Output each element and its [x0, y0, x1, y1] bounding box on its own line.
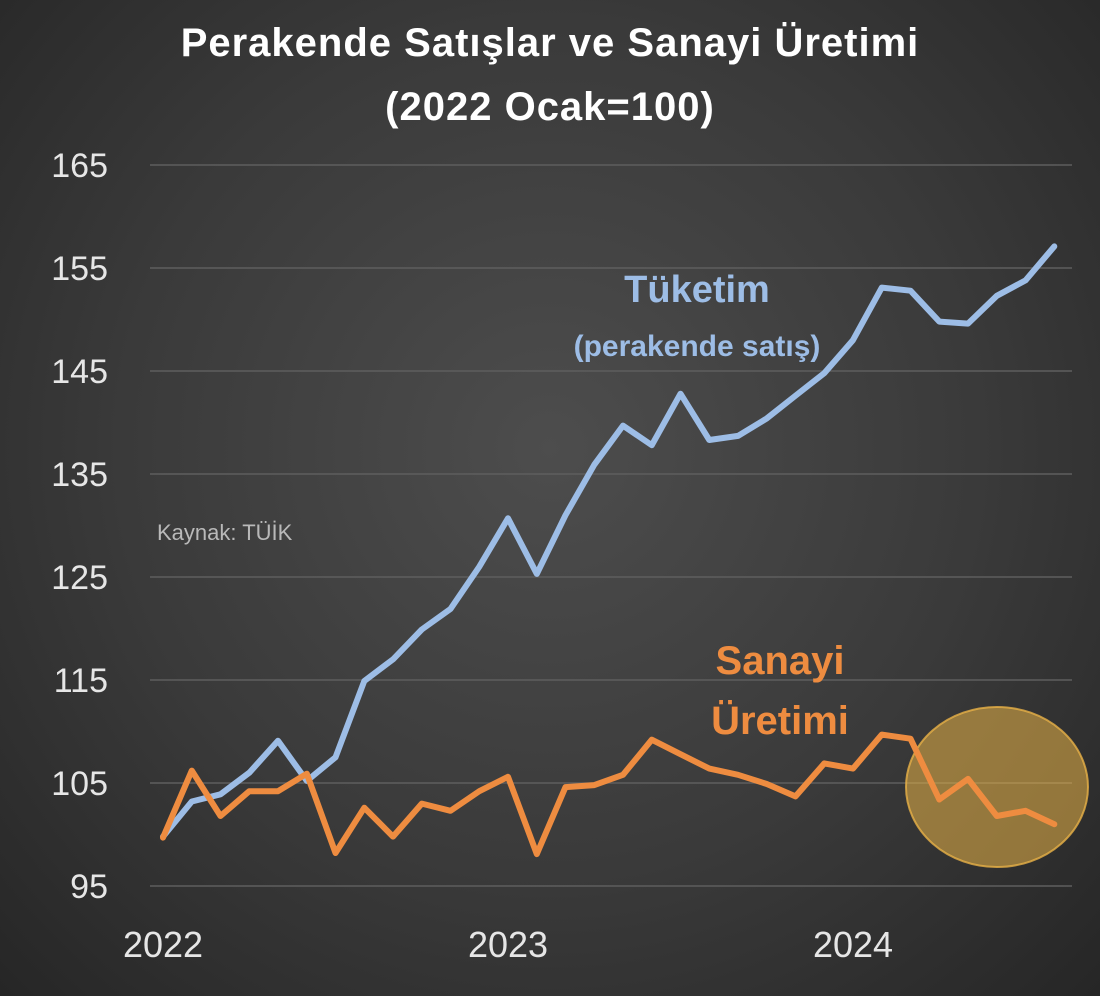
y-tick-label: 95 [70, 868, 108, 906]
x-axis-tick-labels: 2022 2023 2024 [123, 924, 893, 965]
y-tick-label: 165 [51, 147, 108, 185]
x-tick-label: 2023 [468, 924, 548, 965]
y-tick-label: 125 [51, 559, 108, 597]
consumption-label: Tüketim [624, 269, 770, 311]
consumption-sublabel: (perakende satış) [574, 330, 821, 363]
series-lines [160, 243, 1058, 858]
y-tick-label: 145 [51, 353, 108, 391]
y-axis-tick-labels: 95 105 115 125 135 145 155 165 [51, 147, 108, 906]
industry-label-line2: Üretimi [711, 698, 849, 743]
source-note: Kaynak: TÜİK [157, 520, 293, 545]
industry-label-line1: Sanayi [716, 639, 845, 683]
consumption-series-line [160, 243, 1058, 840]
y-tick-label: 155 [51, 250, 108, 288]
chart-title: Perakende Satışlar ve Sanayi Üretimi [180, 21, 920, 65]
y-tick-label: 135 [51, 456, 108, 494]
y-tick-label: 105 [51, 765, 108, 803]
chart-subtitle: (2022 Ocak=100) [385, 85, 715, 129]
y-tick-label: 115 [54, 662, 108, 700]
x-tick-label: 2022 [123, 924, 203, 965]
industry-series-line [160, 731, 1058, 858]
grid-lines [150, 164, 1072, 887]
highlight-ellipse [905, 706, 1089, 868]
x-tick-label: 2024 [813, 924, 893, 965]
